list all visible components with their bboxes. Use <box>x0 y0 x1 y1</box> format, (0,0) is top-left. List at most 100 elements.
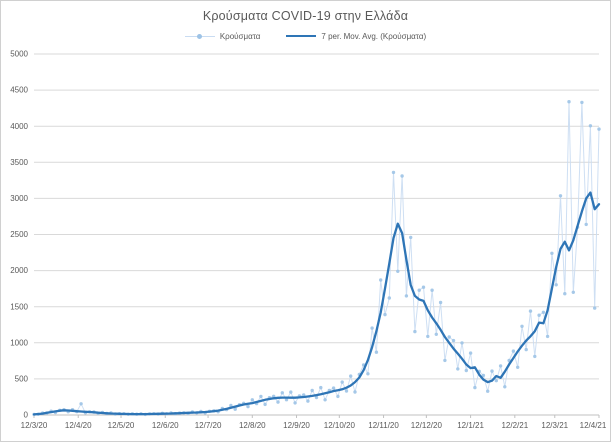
scatter-point <box>319 385 323 390</box>
y-tick-label: 2000 <box>10 266 28 275</box>
scatter-point <box>571 290 575 294</box>
scatter-series-marker-icon <box>184 33 215 40</box>
x-tick-label: 12/4/21 <box>580 421 607 430</box>
chart-legend: Κρούσματα 7 per. Mov. Avg. (Κρούσματα) <box>1 29 610 43</box>
scatter-point <box>563 292 567 296</box>
scatter-point <box>344 389 349 393</box>
scatter-point <box>409 235 413 240</box>
scatter-point <box>404 294 409 298</box>
y-tick-label: 1500 <box>10 302 28 311</box>
y-tick-label: 2500 <box>10 230 28 239</box>
y-tick-label: 500 <box>15 375 29 384</box>
scatter-point <box>396 269 400 273</box>
scatter-point <box>550 251 554 255</box>
scatter-point <box>276 400 280 404</box>
scatter-point <box>259 394 263 399</box>
scatter-point <box>588 124 593 128</box>
scatter-point <box>481 373 486 378</box>
y-tick-label: 3500 <box>10 158 28 167</box>
x-tick-label: 12/6/20 <box>152 421 179 430</box>
scatter-point <box>289 390 293 394</box>
scatter-point <box>460 341 464 345</box>
x-tick-label: 12/4/20 <box>65 421 92 430</box>
scatter-point <box>516 365 520 369</box>
scatter-point <box>353 390 357 394</box>
x-tick-label: 12/12/20 <box>411 421 443 430</box>
scatter-point <box>306 399 310 403</box>
scatter-point <box>391 170 396 175</box>
scatter-point <box>233 407 237 411</box>
x-tick-label: 12/7/20 <box>195 421 222 430</box>
x-tick-label: 12/3/21 <box>541 421 568 430</box>
scatter-point <box>417 288 421 292</box>
legend-item-cases: Κρούσματα <box>184 31 261 41</box>
scatter-point <box>580 100 584 105</box>
legend-item-moving-average: 7 per. Mov. Avg. (Κρούσματα) <box>286 32 426 41</box>
scatter-point <box>383 312 387 317</box>
scatter-point <box>541 310 546 314</box>
scatter-point <box>558 194 563 198</box>
y-tick-label: 3000 <box>10 194 28 203</box>
scatter-point <box>366 372 370 376</box>
scatter-point <box>511 349 516 353</box>
scatter-point <box>447 335 451 339</box>
legend-label-moving-average: 7 per. Mov. Avg. (Κρούσματα) <box>321 31 427 41</box>
scatter-point <box>464 368 468 373</box>
scatter-point <box>400 174 404 178</box>
scatter-point <box>524 347 528 352</box>
scatter-point <box>456 367 460 371</box>
scatter-point <box>584 222 588 227</box>
x-tick-label: 12/5/20 <box>108 421 135 430</box>
x-tick-label: 12/2/21 <box>501 421 528 430</box>
scatter-point <box>434 332 438 336</box>
scatter-point <box>443 358 447 363</box>
scatter-point <box>374 350 379 354</box>
legend-label-cases: Κρούσματα <box>219 31 261 41</box>
scatter-point <box>533 354 537 359</box>
scatter-connector-line <box>33 101 600 415</box>
scatter-point <box>545 334 550 339</box>
scatter-point <box>451 338 456 343</box>
scatter-point <box>490 369 494 373</box>
scatter-point <box>246 404 250 409</box>
scatter-point <box>310 388 314 393</box>
scatter-point <box>293 401 297 405</box>
scatter-point <box>314 395 319 400</box>
scatter-point <box>528 309 533 313</box>
scatter-point <box>280 391 284 395</box>
scatter-point <box>387 296 391 300</box>
scatter-point <box>263 402 267 407</box>
x-tick-label: 12/10/20 <box>324 421 356 430</box>
scatter-point <box>430 288 434 292</box>
scatter-point <box>473 385 477 390</box>
scatter-point <box>426 334 430 339</box>
scatter-point <box>567 100 571 104</box>
scatter-point <box>229 403 233 408</box>
scatter-point <box>349 374 353 378</box>
y-tick-label: 4500 <box>10 86 28 95</box>
scatter-point <box>486 389 490 393</box>
scatter-point <box>323 398 327 402</box>
scatter-point <box>379 278 383 282</box>
x-tick-label: 12/1/21 <box>457 421 484 430</box>
y-tick-label: 4000 <box>10 122 28 131</box>
moving-average-line <box>32 191 601 416</box>
scatter-point <box>284 398 289 402</box>
scatter-series <box>32 100 601 417</box>
x-tick-label: 12/8/20 <box>239 421 266 430</box>
x-tick-label: 12/11/20 <box>368 421 399 430</box>
scatter-point <box>370 326 374 330</box>
scatter-point <box>79 402 83 406</box>
scatter-point <box>597 127 601 131</box>
scatter-point <box>336 394 340 399</box>
scatter-point <box>520 324 524 328</box>
scatter-point <box>250 398 254 402</box>
scatter-point <box>554 283 558 287</box>
scatter-point <box>503 385 507 389</box>
scatter-point <box>331 386 336 390</box>
x-tick-label: 12/3/20 <box>21 421 48 430</box>
scatter-point <box>421 285 426 289</box>
scatter-point <box>498 364 503 368</box>
